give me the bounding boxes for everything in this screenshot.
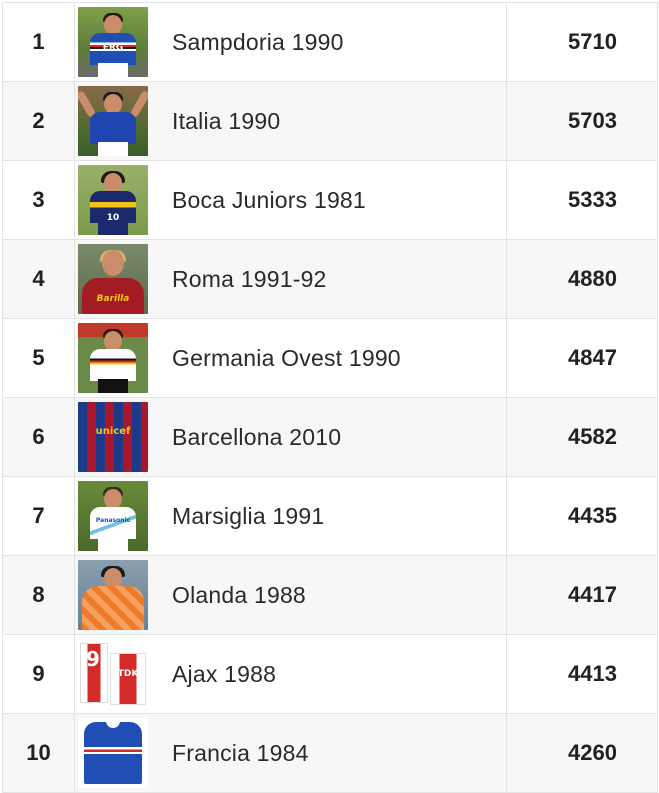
- team-name: Barcellona 2010: [172, 423, 342, 450]
- team-cell: Panasonic Marsiglia 1991: [74, 476, 507, 556]
- votes-cell: 4417: [506, 555, 658, 635]
- votes-cell: 4260: [506, 713, 658, 793]
- table-row: 5 Germania Ovest 1990 4847: [2, 318, 658, 398]
- table-row: 4 Barilla Roma 1991-92 4880: [2, 239, 658, 319]
- votes-cell: 4413: [506, 634, 658, 714]
- team-name: Olanda 1988: [172, 581, 306, 608]
- rank-cell: 4: [2, 239, 75, 319]
- player-photo-icon: ERG: [78, 7, 148, 77]
- player-photo-icon: [78, 86, 148, 156]
- table-row: 3 10 Boca Juniors 1981: [2, 160, 658, 240]
- team-cell: Italia 1990: [74, 81, 507, 161]
- jersey-photo-icon: unicef: [78, 402, 148, 472]
- table-row: 1 ERG Sampdoria 1990: [2, 2, 658, 82]
- votes-cell: 4880: [506, 239, 658, 319]
- votes-cell: 4435: [506, 476, 658, 556]
- rank-cell: 6: [2, 397, 75, 477]
- shirt-sponsor-text: ERG: [102, 43, 124, 53]
- votes-cell: 4582: [506, 397, 658, 477]
- table-row: 7 Panasonic Marsiglia 1991: [2, 476, 658, 556]
- shirt-number-text: 10: [106, 213, 120, 223]
- team-cell: 9 TDK Ajax 1988: [74, 634, 507, 714]
- shirt-sponsor-text: unicef: [95, 426, 131, 437]
- team-cell: 10 Boca Juniors 1981: [74, 160, 507, 240]
- team-cell: Francia 1984: [74, 713, 507, 793]
- team-name: Sampdoria 1990: [172, 28, 344, 55]
- player-photo-icon: [78, 560, 148, 630]
- jersey-photo-icon: 9 TDK: [78, 639, 148, 709]
- rank-cell: 1: [2, 2, 75, 82]
- team-name: Germania Ovest 1990: [172, 344, 401, 371]
- team-name: Boca Juniors 1981: [172, 186, 366, 213]
- votes-cell: 5333: [506, 160, 658, 240]
- player-photo-icon: [78, 323, 148, 393]
- team-name: Italia 1990: [172, 107, 281, 134]
- table-row: 10 Francia 1984 4260: [2, 713, 658, 793]
- team-cell: unicef Barcellona 2010: [74, 397, 507, 477]
- rank-cell: 9: [2, 634, 75, 714]
- votes-cell: 5710: [506, 2, 658, 82]
- rank-cell: 10: [2, 713, 75, 793]
- votes-cell: 5703: [506, 81, 658, 161]
- team-name: Roma 1991-92: [172, 265, 327, 292]
- team-cell: Germania Ovest 1990: [74, 318, 507, 398]
- shirt-sponsor-text: Barilla: [96, 294, 130, 304]
- team-name: Francia 1984: [172, 739, 309, 766]
- shirt-sponsor-text: Panasonic: [95, 517, 131, 524]
- rank-cell: 8: [2, 555, 75, 635]
- team-cell: Olanda 1988: [74, 555, 507, 635]
- table-row: 8 Olanda 1988 4417: [2, 555, 658, 635]
- table-row: 9 9 TDK Ajax 1988 4413: [2, 634, 658, 714]
- rank-cell: 5: [2, 318, 75, 398]
- jersey-photo-icon: [78, 718, 148, 788]
- table-row: 2 Italia 1990: [2, 81, 658, 161]
- team-name: Ajax 1988: [172, 660, 277, 687]
- player-photo-icon: 10: [78, 165, 148, 235]
- shirt-sponsor-text: TDK: [117, 669, 139, 679]
- player-photo-icon: Barilla: [78, 244, 148, 314]
- team-cell: ERG Sampdoria 1990: [74, 2, 507, 82]
- votes-cell: 4847: [506, 318, 658, 398]
- team-name: Marsiglia 1991: [172, 502, 325, 529]
- rank-cell: 3: [2, 160, 75, 240]
- player-photo-icon: Panasonic: [78, 481, 148, 551]
- rank-cell: 7: [2, 476, 75, 556]
- team-cell: Barilla Roma 1991-92: [74, 239, 507, 319]
- table-row: 6 unicef Barcellona 2010 4582: [2, 397, 658, 477]
- rank-cell: 2: [2, 81, 75, 161]
